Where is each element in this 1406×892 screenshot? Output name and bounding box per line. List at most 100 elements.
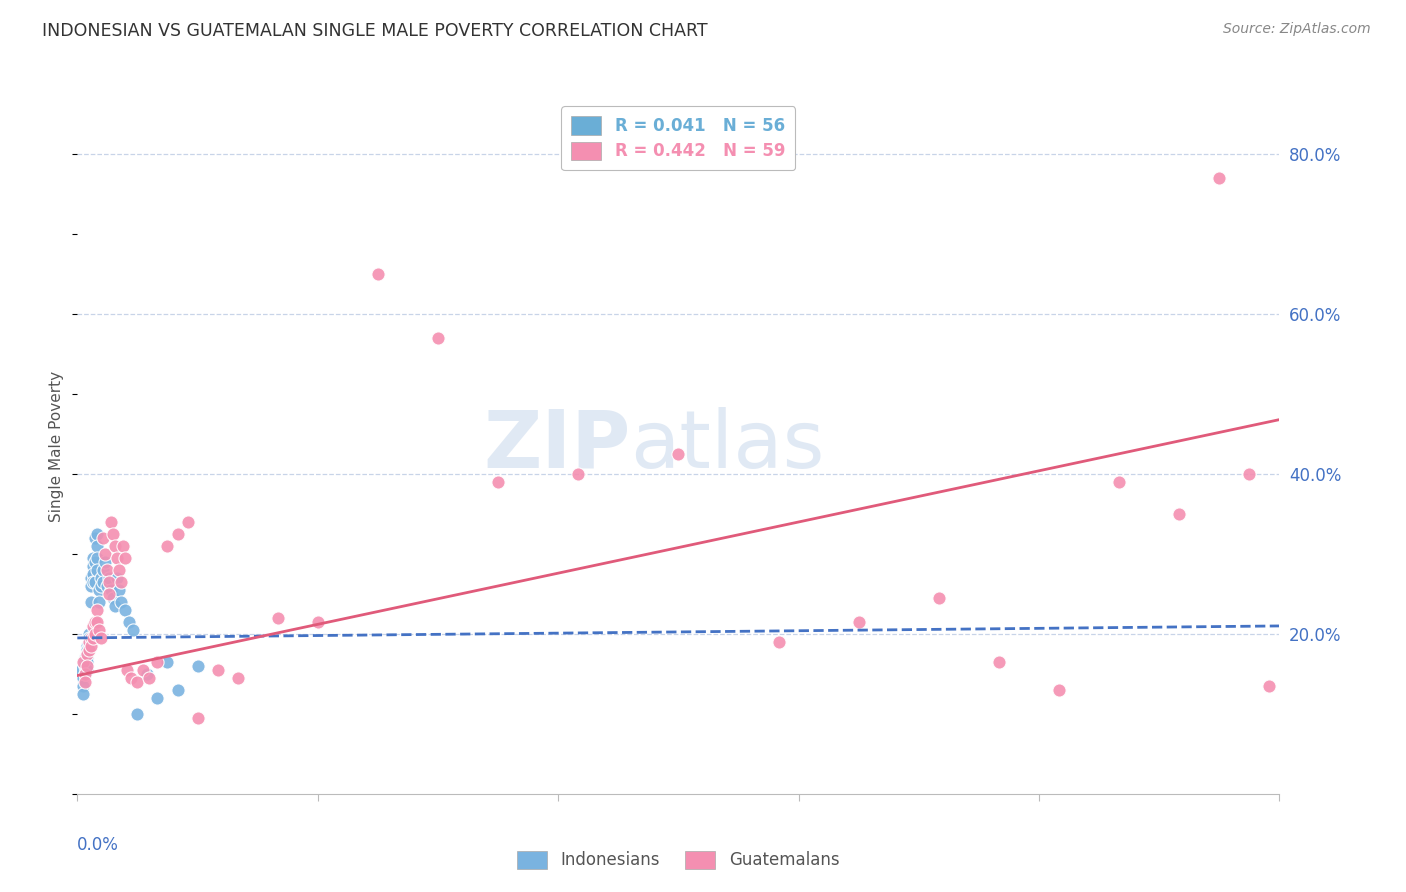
Point	[86, 563, 108, 577]
Point	[80, 595, 103, 609]
Point	[75, 667, 97, 681]
Point	[110, 595, 132, 609]
Point	[76, 647, 98, 661]
Point	[107, 571, 129, 585]
Point	[146, 655, 169, 669]
Point	[122, 623, 145, 637]
Point	[84, 627, 107, 641]
Point	[107, 551, 129, 566]
Point	[76, 647, 98, 661]
Point	[668, 447, 690, 461]
Point	[166, 527, 188, 541]
Point	[89, 623, 111, 637]
Point	[100, 515, 122, 529]
Point	[76, 659, 98, 673]
Point	[79, 631, 101, 645]
Point	[146, 690, 169, 705]
Point	[76, 651, 98, 665]
Point	[848, 615, 870, 629]
Point	[1047, 682, 1070, 697]
Point	[93, 563, 115, 577]
Point	[94, 547, 117, 561]
Point	[187, 659, 209, 673]
Point	[98, 587, 121, 601]
Text: 0.0%: 0.0%	[77, 836, 120, 854]
Text: atlas: atlas	[630, 407, 825, 485]
Point	[90, 579, 112, 593]
Point	[86, 603, 108, 617]
Point	[84, 531, 107, 545]
Point	[72, 679, 94, 693]
Point	[98, 574, 121, 589]
Point	[79, 635, 101, 649]
Point	[96, 563, 118, 577]
Point	[86, 539, 108, 553]
Point	[79, 643, 101, 657]
Point	[84, 574, 107, 589]
Point	[1108, 475, 1130, 489]
Text: INDONESIAN VS GUATEMALAN SINGLE MALE POVERTY CORRELATION CHART: INDONESIAN VS GUATEMALAN SINGLE MALE POV…	[42, 22, 707, 40]
Point	[166, 682, 188, 697]
Point	[84, 555, 107, 569]
Point	[118, 615, 141, 629]
Point	[114, 551, 136, 566]
Point	[120, 671, 142, 685]
Legend: Indonesians, Guatemalans: Indonesians, Guatemalans	[510, 844, 846, 876]
Point	[75, 659, 97, 673]
Point	[86, 551, 108, 566]
Point	[127, 674, 149, 689]
Point	[104, 599, 127, 613]
Point	[132, 663, 155, 677]
Point	[93, 574, 115, 589]
Point	[76, 639, 98, 653]
Point	[267, 611, 290, 625]
Point	[80, 579, 103, 593]
Point	[1239, 467, 1261, 481]
Point	[108, 563, 131, 577]
Point	[75, 667, 97, 681]
Point	[226, 671, 249, 685]
Point	[90, 631, 112, 645]
Point	[156, 539, 179, 553]
Point	[136, 667, 159, 681]
Point	[82, 619, 104, 633]
Point	[108, 582, 131, 597]
Point	[768, 635, 790, 649]
Point	[72, 671, 94, 685]
Point	[79, 627, 101, 641]
Point	[84, 615, 107, 629]
Point	[80, 571, 103, 585]
Point	[75, 651, 97, 665]
Point	[96, 579, 118, 593]
Point	[112, 539, 135, 553]
Point	[367, 267, 389, 281]
Point	[110, 574, 132, 589]
Point	[76, 655, 98, 669]
Y-axis label: Single Male Poverty: Single Male Poverty	[49, 370, 65, 522]
Point	[207, 663, 229, 677]
Text: Source: ZipAtlas.com: Source: ZipAtlas.com	[1223, 22, 1371, 37]
Point	[176, 515, 198, 529]
Point	[82, 551, 104, 566]
Point	[89, 582, 111, 597]
Point	[76, 643, 98, 657]
Point	[86, 615, 108, 629]
Point	[1168, 507, 1191, 521]
Point	[89, 595, 111, 609]
Point	[928, 591, 950, 605]
Point	[127, 706, 149, 721]
Point	[104, 539, 127, 553]
Point	[75, 674, 97, 689]
Point	[103, 591, 125, 605]
Point	[1258, 679, 1281, 693]
Point	[80, 639, 103, 653]
Point	[93, 531, 115, 545]
Point	[75, 655, 97, 669]
Point	[80, 631, 103, 645]
Point	[486, 475, 509, 489]
Point	[79, 635, 101, 649]
Point	[114, 603, 136, 617]
Point	[567, 467, 589, 481]
Point	[90, 571, 112, 585]
Point	[82, 566, 104, 581]
